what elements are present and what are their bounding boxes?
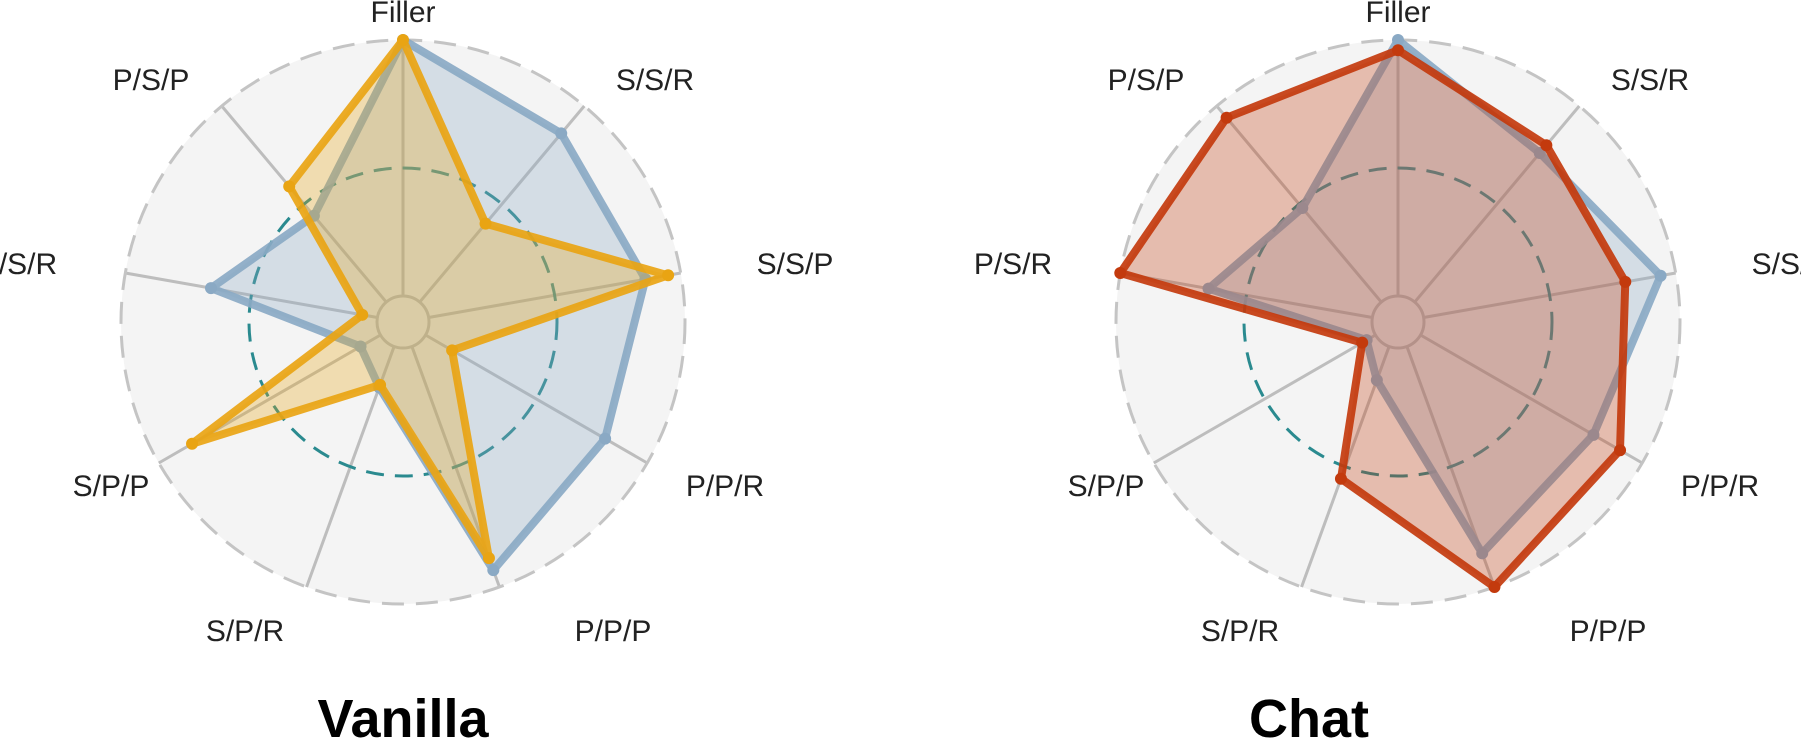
axis-label: S/P/P [1068,470,1145,503]
axis-label: P/P/P [1570,615,1647,648]
series-1-point [1540,139,1553,152]
series-1-point [1356,336,1369,349]
series-1-point [374,378,387,391]
series-1-point [397,34,409,46]
series-0-point [1476,547,1489,560]
series-1-point [1619,275,1632,288]
series-1-area [188,36,673,563]
series-1-point [1488,580,1501,593]
series-1-point [1334,472,1347,485]
series-1-point [482,552,495,565]
radar-center [1370,294,1426,350]
axis-label: Filler [1366,0,1431,29]
axis-label: P/S/P [1108,64,1185,97]
axis-label: P/P/P [575,615,652,648]
axis-label: S/S/R [1611,64,1689,97]
series-1-point [479,217,492,230]
series-0-point [487,564,500,577]
series-1-point [446,344,459,357]
axis-label: P/P/R [1681,470,1759,503]
radar-center [375,294,431,350]
axis-label: S/S/P [757,248,834,281]
series-0-point [354,340,367,353]
series-1-point [662,269,675,282]
series-0-point [1392,34,1404,46]
axis-label: P/S/P [113,64,190,97]
series-0-point [555,127,568,140]
series-1-point [1114,267,1127,280]
axis-label: S/S/P [1752,248,1801,281]
chart-title-chat: Chat [1249,689,1369,746]
axis-label: Filler [371,0,436,29]
series-1-point [356,308,369,321]
series-0-area [1204,36,1665,558]
axis-label: P/P/R [686,470,764,503]
series-0-point [1370,374,1383,387]
series-0-point [1587,428,1600,441]
chart-title-vanilla: Vanilla [317,689,489,746]
series-0-point [1654,269,1667,282]
series-1-point [283,180,296,193]
axis-label: P/S/R [974,248,1052,281]
reference-ring-inner [247,166,559,478]
radar-spoke [418,105,586,304]
reference-ring-inner [1242,166,1554,478]
series-1-area [1116,46,1630,591]
radar-spoke [1419,333,1643,465]
series-0-point [1533,147,1546,160]
radar-chart-vanilla: Vanilla Filler S/S/R S/S/P P/P/R P/P/P S/P/R S… [0,0,833,746]
radar-spoke [1413,105,1581,304]
radar-chart-chat: Chat Filler S/S/R S/S/P P/P/R P/P/P S/P/R S/P/… [974,0,1801,746]
axis-label: P/S/R [0,248,57,281]
series-0-point [205,282,218,295]
axis-label: S/P/R [206,615,284,648]
series-0-point [1202,282,1215,295]
radar-grid [119,38,687,606]
axis-label: S/P/P [73,470,150,503]
series-1-point [1392,44,1404,57]
axis-label: S/P/R [1201,615,1279,648]
radar-spoke [1153,333,1377,465]
series-0-point [1296,201,1309,214]
series-1-point [1220,111,1233,124]
axis-label: S/S/R [616,64,694,97]
radar-grid [1114,38,1682,606]
series-1-point [1614,444,1627,457]
series-1-point [186,437,199,450]
series-0-point [599,432,612,445]
